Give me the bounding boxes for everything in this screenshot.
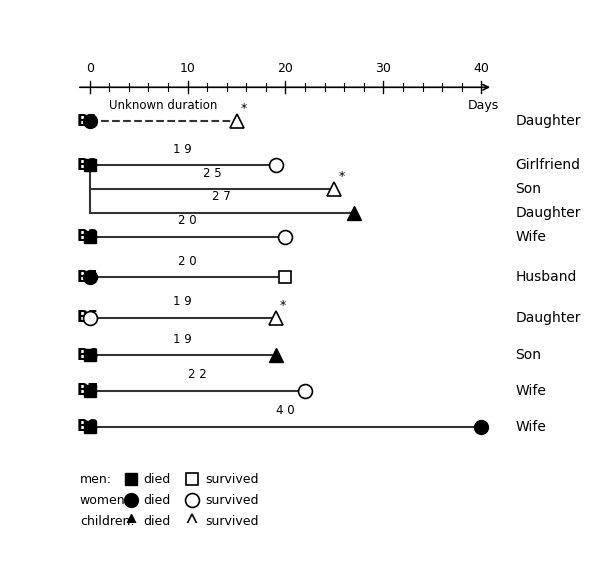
Text: survived: survived [205,515,259,528]
Text: *: * [241,102,247,115]
Text: 10: 10 [179,62,196,76]
Text: Unknown duration: Unknown duration [109,98,217,112]
Text: 2 5: 2 5 [203,166,221,179]
Text: B2: B2 [77,158,100,173]
Text: survived: survived [205,473,259,486]
Text: B5: B5 [77,311,99,325]
Text: died: died [143,473,171,486]
Text: *: * [280,299,286,312]
Text: B3: B3 [77,229,99,244]
Text: 2 0: 2 0 [178,255,197,268]
Text: 1 9: 1 9 [173,295,192,308]
Text: men:: men: [80,473,112,486]
Text: 2 2: 2 2 [188,369,207,381]
Text: B4: B4 [77,270,99,285]
Text: Wife: Wife [515,230,547,244]
Text: 40: 40 [473,62,489,76]
Text: survived: survived [205,493,259,507]
Text: Girlfriend: Girlfriend [515,158,581,172]
Text: Daughter: Daughter [515,311,581,325]
Text: 4 0: 4 0 [276,404,295,417]
Text: Husband: Husband [515,270,577,284]
Text: Daughter: Daughter [515,206,581,220]
Text: B8: B8 [77,419,99,434]
Text: B7: B7 [77,383,99,398]
Text: B1: B1 [77,114,99,129]
Text: died: died [143,493,171,507]
Text: died: died [143,515,171,528]
Text: Son: Son [515,348,542,362]
Text: 2 0: 2 0 [178,214,197,227]
Text: women:: women: [80,493,130,507]
Text: Daughter: Daughter [515,114,581,128]
Text: 20: 20 [278,62,293,76]
Text: 1 9: 1 9 [173,333,192,346]
Text: children:: children: [80,515,134,528]
Text: 0: 0 [86,62,94,76]
Text: 2 7: 2 7 [212,190,231,203]
Text: Son: Son [515,182,542,196]
Text: Wife: Wife [515,420,547,434]
Text: 1 9: 1 9 [173,143,192,156]
Text: *: * [338,170,344,183]
Text: Days: Days [467,99,499,112]
Text: B6: B6 [77,348,100,363]
Text: Wife: Wife [515,384,547,398]
Text: 30: 30 [376,62,391,76]
